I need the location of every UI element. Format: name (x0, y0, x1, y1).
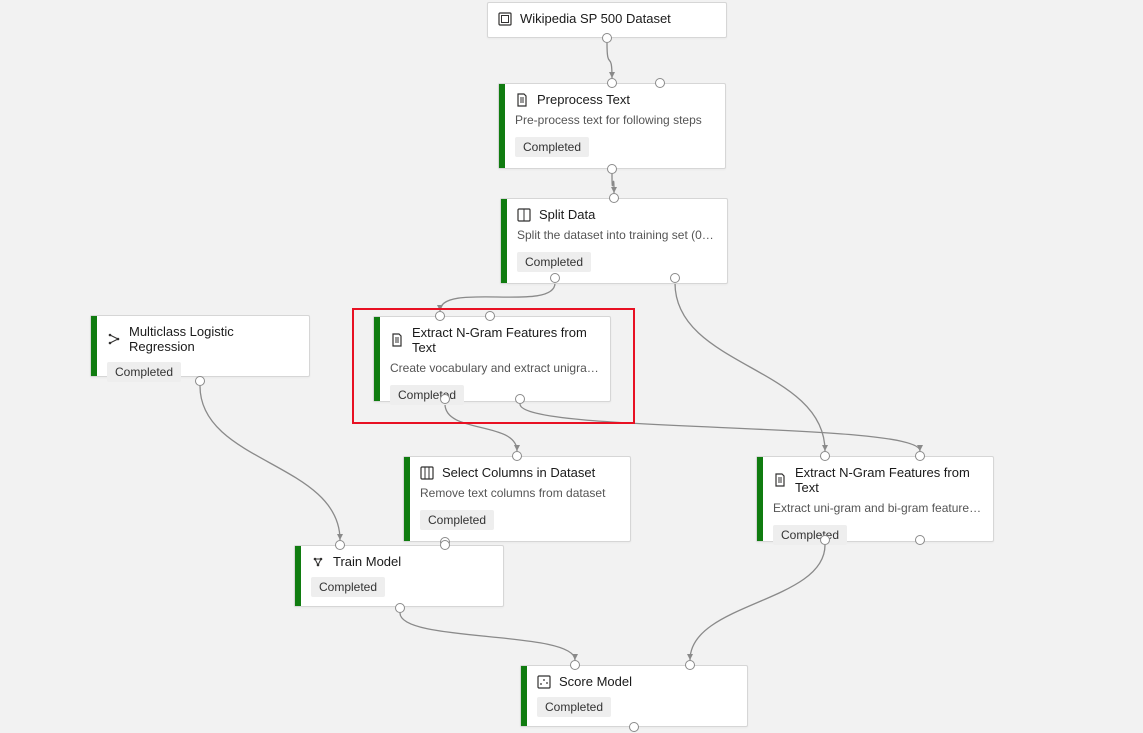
node-extract-ngram-1[interactable]: Extract N-Gram Features from Text Create… (373, 316, 611, 402)
node-select-columns[interactable]: Select Columns in Dataset Remove text co… (403, 456, 631, 542)
pipeline-canvas[interactable]: Wikipedia SP 500 Dataset Preprocess Text… (0, 0, 1143, 733)
port[interactable] (607, 78, 617, 88)
port[interactable] (655, 78, 665, 88)
port[interactable] (485, 311, 495, 321)
port[interactable] (915, 451, 925, 461)
node-title: Extract N-Gram Features from Text (795, 465, 983, 495)
node-extract-ngram-2[interactable]: Extract N-Gram Features from Text Extrac… (756, 456, 994, 542)
document-icon (773, 473, 787, 487)
node-multiclass-logistic-regression[interactable]: Multiclass Logistic Regression Completed (90, 315, 310, 377)
status-badge: Completed (311, 577, 385, 597)
node-description: Create vocabulary and extract unigram an… (390, 361, 600, 377)
model-icon (107, 332, 121, 346)
score-icon (537, 675, 551, 689)
port[interactable] (550, 273, 560, 283)
node-title: Score Model (559, 674, 632, 689)
dataset-icon (498, 12, 512, 26)
port[interactable] (435, 311, 445, 321)
port[interactable] (602, 33, 612, 43)
columns-icon (420, 466, 434, 480)
port[interactable] (195, 376, 205, 386)
port[interactable] (609, 193, 619, 203)
node-title: Split Data (539, 207, 595, 222)
status-badge: Completed (107, 362, 181, 382)
status-accent (757, 457, 763, 541)
node-train-model[interactable]: Train Model Completed (294, 545, 504, 607)
port[interactable] (512, 451, 522, 461)
port[interactable] (820, 451, 830, 461)
port[interactable] (335, 540, 345, 550)
status-accent (295, 546, 301, 606)
node-description: Pre-process text for following steps (515, 113, 715, 129)
status-accent (374, 317, 380, 401)
node-description: Remove text columns from dataset (420, 486, 620, 502)
node-title: Wikipedia SP 500 Dataset (520, 11, 671, 26)
port[interactable] (570, 660, 580, 670)
status-accent (91, 316, 97, 376)
port[interactable] (515, 394, 525, 404)
node-preprocess-text[interactable]: Preprocess Text Pre-process text for fol… (498, 83, 726, 169)
node-title: Select Columns in Dataset (442, 465, 595, 480)
status-badge: Completed (515, 137, 589, 157)
port[interactable] (820, 535, 830, 545)
status-badge: Completed (420, 510, 494, 530)
status-badge: Completed (537, 697, 611, 717)
node-title: Extract N-Gram Features from Text (412, 325, 600, 355)
port[interactable] (607, 164, 617, 174)
node-title: Multiclass Logistic Regression (129, 324, 299, 354)
train-icon (311, 555, 325, 569)
status-accent (499, 84, 505, 168)
port[interactable] (395, 603, 405, 613)
port[interactable] (670, 273, 680, 283)
node-score-model[interactable]: Score Model Completed (520, 665, 748, 727)
document-icon (515, 93, 529, 107)
status-accent (521, 666, 527, 726)
port[interactable] (685, 660, 695, 670)
node-title: Preprocess Text (537, 92, 630, 107)
node-split-data[interactable]: Split Data Split the dataset into traini… (500, 198, 728, 284)
status-badge: Completed (773, 525, 847, 545)
port[interactable] (440, 540, 450, 550)
port[interactable] (629, 722, 639, 732)
split-icon (517, 208, 531, 222)
status-accent (404, 457, 410, 541)
node-description: Extract uni-gram and bi-gram features wi… (773, 501, 983, 517)
port[interactable] (915, 535, 925, 545)
status-badge: Completed (390, 385, 464, 405)
port[interactable] (440, 394, 450, 404)
status-badge: Completed (517, 252, 591, 272)
status-accent (501, 199, 507, 283)
node-description: Split the dataset into training set (0.5… (517, 228, 717, 244)
node-title: Train Model (333, 554, 401, 569)
document-icon (390, 333, 404, 347)
